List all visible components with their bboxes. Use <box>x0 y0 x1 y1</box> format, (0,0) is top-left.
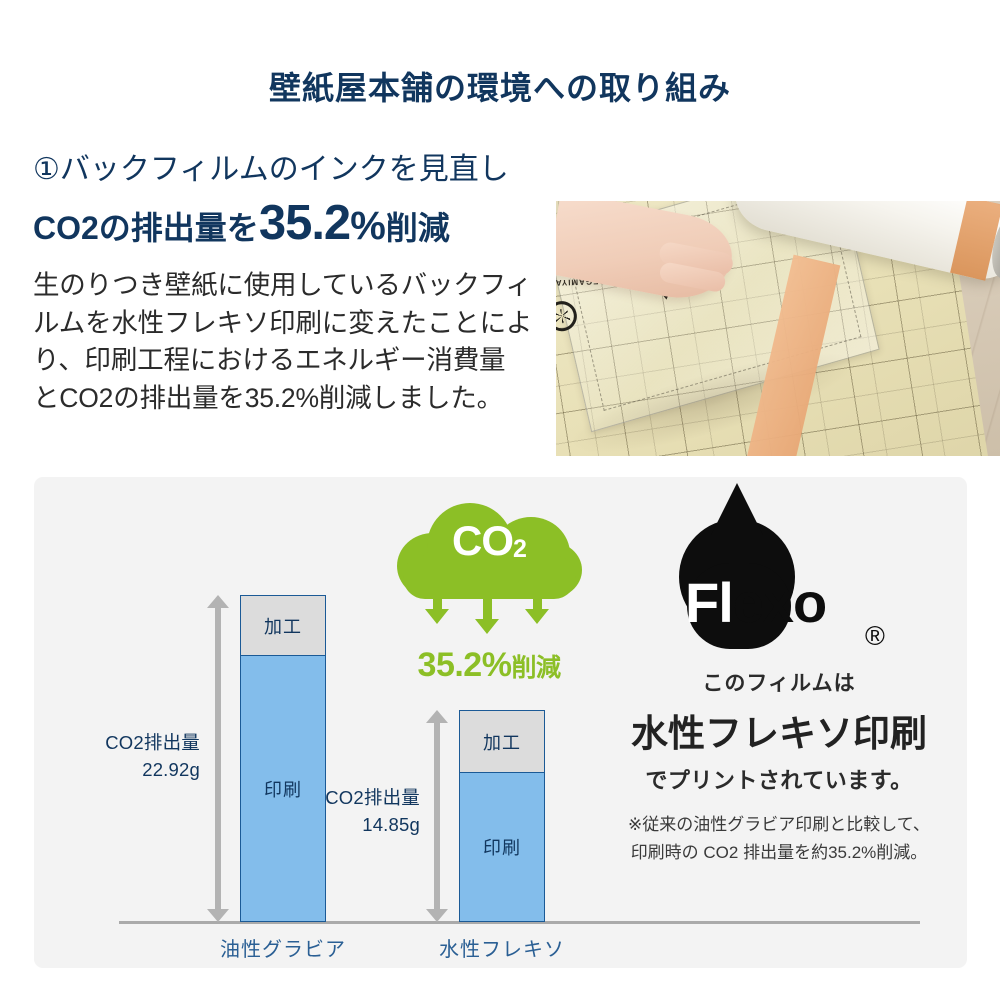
bar-segment-print: 印刷 <box>241 656 325 921</box>
headline-number: 35.2 <box>258 196 351 251</box>
bar-oil-gravure: 加工 印刷 <box>240 595 326 922</box>
backfilm-photo: KABEGAMIYA HONPO <box>556 201 1000 456</box>
flexo-logo: Flexo ® <box>629 517 929 669</box>
arrow-head <box>524 609 549 624</box>
bar-segment-process: 加工 <box>241 596 325 656</box>
flexo-wordmark: Flexo <box>685 575 827 631</box>
headline-prefix: CO2の排出量を <box>33 210 259 247</box>
flexo-footnote: ※従来の油性グラビア印刷と比較して、 印刷時の CO2 排出量を約35.2%削減… <box>609 811 949 866</box>
arrow-head-down-icon <box>426 909 448 922</box>
cloud-co2-text: CO <box>452 517 514 564</box>
value-label-title: CO2排出量 <box>105 732 200 753</box>
headline-percent: % <box>350 204 386 249</box>
reduction-suffix: 削減 <box>511 654 561 682</box>
flexo-main-heading: 水性フレキソ印刷 <box>631 713 927 754</box>
category-label-oil-gravure: 油性グラビア <box>220 939 346 961</box>
category-label-water-flexo: 水性フレキソ <box>439 939 565 961</box>
arrow-shaft <box>432 595 442 611</box>
value-label-amount: 14.85g <box>362 813 420 835</box>
page-title: 壁紙屋本舗の環境への取り組み <box>268 70 731 106</box>
arrow-head <box>424 609 449 624</box>
bar-segment-print: 印刷 <box>460 773 544 921</box>
eco-summary-panel: 加工 印刷 CO2排出量 22.92g 油性グラビア 加工 印刷 <box>34 477 967 968</box>
co2-emission-chart: 加工 印刷 CO2排出量 22.92g 油性グラビア 加工 印刷 <box>34 477 920 968</box>
arrow-head <box>474 619 499 634</box>
intro-body: 生のりつき壁紙に使用しているバックフィ ルムを水性フレキソ印刷に変えたことによ … <box>33 267 543 418</box>
intro-body-line-2: ルムを水性フレキソ印刷に変えたことによ <box>33 307 533 338</box>
total-range-arrow-water-flexo <box>426 710 448 922</box>
value-label-water-flexo: CO2排出量 14.85g <box>292 785 420 839</box>
intro-body-line-3: り、印刷工程におけるエネルギー消費量 <box>33 345 506 376</box>
bar-water-flexo: 加工 印刷 <box>459 710 545 922</box>
flexo-sub-heading-top: このフィルムは <box>702 672 856 695</box>
cloud-down-arrows <box>424 595 555 635</box>
value-label-amount: 22.92g <box>142 758 200 780</box>
arrow-shaft <box>434 721 440 911</box>
arrow-shaft <box>215 606 221 911</box>
flexo-wordmark-dark: exo <box>732 571 827 634</box>
cloud-base <box>402 555 576 599</box>
co2-reduction-badge: CO2 35. <box>379 495 599 685</box>
flexo-sub-heading-bottom: でプリントされています。 <box>645 768 913 793</box>
total-range-arrow-oil-gravure <box>207 595 229 922</box>
co2-cloud-graphic: CO2 <box>396 495 582 634</box>
cloud-co2-subscript: 2 <box>513 535 527 563</box>
registered-trademark-icon: ® <box>865 621 885 651</box>
intro-body-line-4: とCO2の排出量を35.2%削減しました。 <box>33 383 503 414</box>
headline-suffix: 削減 <box>385 210 450 247</box>
co2-reduction-text: 35.2%削減 <box>379 646 599 685</box>
reduction-percent: % <box>481 646 512 684</box>
reduction-number: 35.2 <box>417 646 483 684</box>
bar-segment-process: 加工 <box>460 711 544 773</box>
intro-headline: CO2の排出量を 35.2 % 削減 <box>33 195 543 253</box>
flexo-wordmark-light: Fl <box>685 571 734 634</box>
arrow-head-down-icon <box>207 909 229 922</box>
arrow-head-up-icon <box>426 710 448 723</box>
value-label-title: CO2排出量 <box>325 787 420 808</box>
intro-body-line-1: 生のりつき壁紙に使用しているバックフィ <box>33 270 532 301</box>
flexo-footnote-line-1: ※従来の油性グラビア印刷と比較して、 <box>628 815 930 834</box>
flexo-info-block: Flexo ® このフィルムは 水性フレキソ印刷 でプリントされています。 ※従… <box>609 517 949 866</box>
intro-block: ①バックフィルムのインクを見直し CO2の排出量を 35.2 % 削減 生のりつ… <box>33 152 543 418</box>
cloud-icon <box>396 503 582 599</box>
cloud-co2-label: CO2 <box>397 517 582 565</box>
flexo-footnote-line-2: 印刷時の CO2 排出量を約35.2%削減。 <box>630 842 928 862</box>
value-label-oil-gravure: CO2排出量 22.92g <box>72 730 200 784</box>
arrow-shaft <box>532 595 542 611</box>
arrow-head-up-icon <box>207 595 229 608</box>
chart-baseline <box>119 921 920 924</box>
arrow-shaft <box>482 595 492 621</box>
intro-lead: ①バックフィルムのインクを見直し <box>33 153 509 186</box>
ink-drop-body <box>687 563 791 649</box>
